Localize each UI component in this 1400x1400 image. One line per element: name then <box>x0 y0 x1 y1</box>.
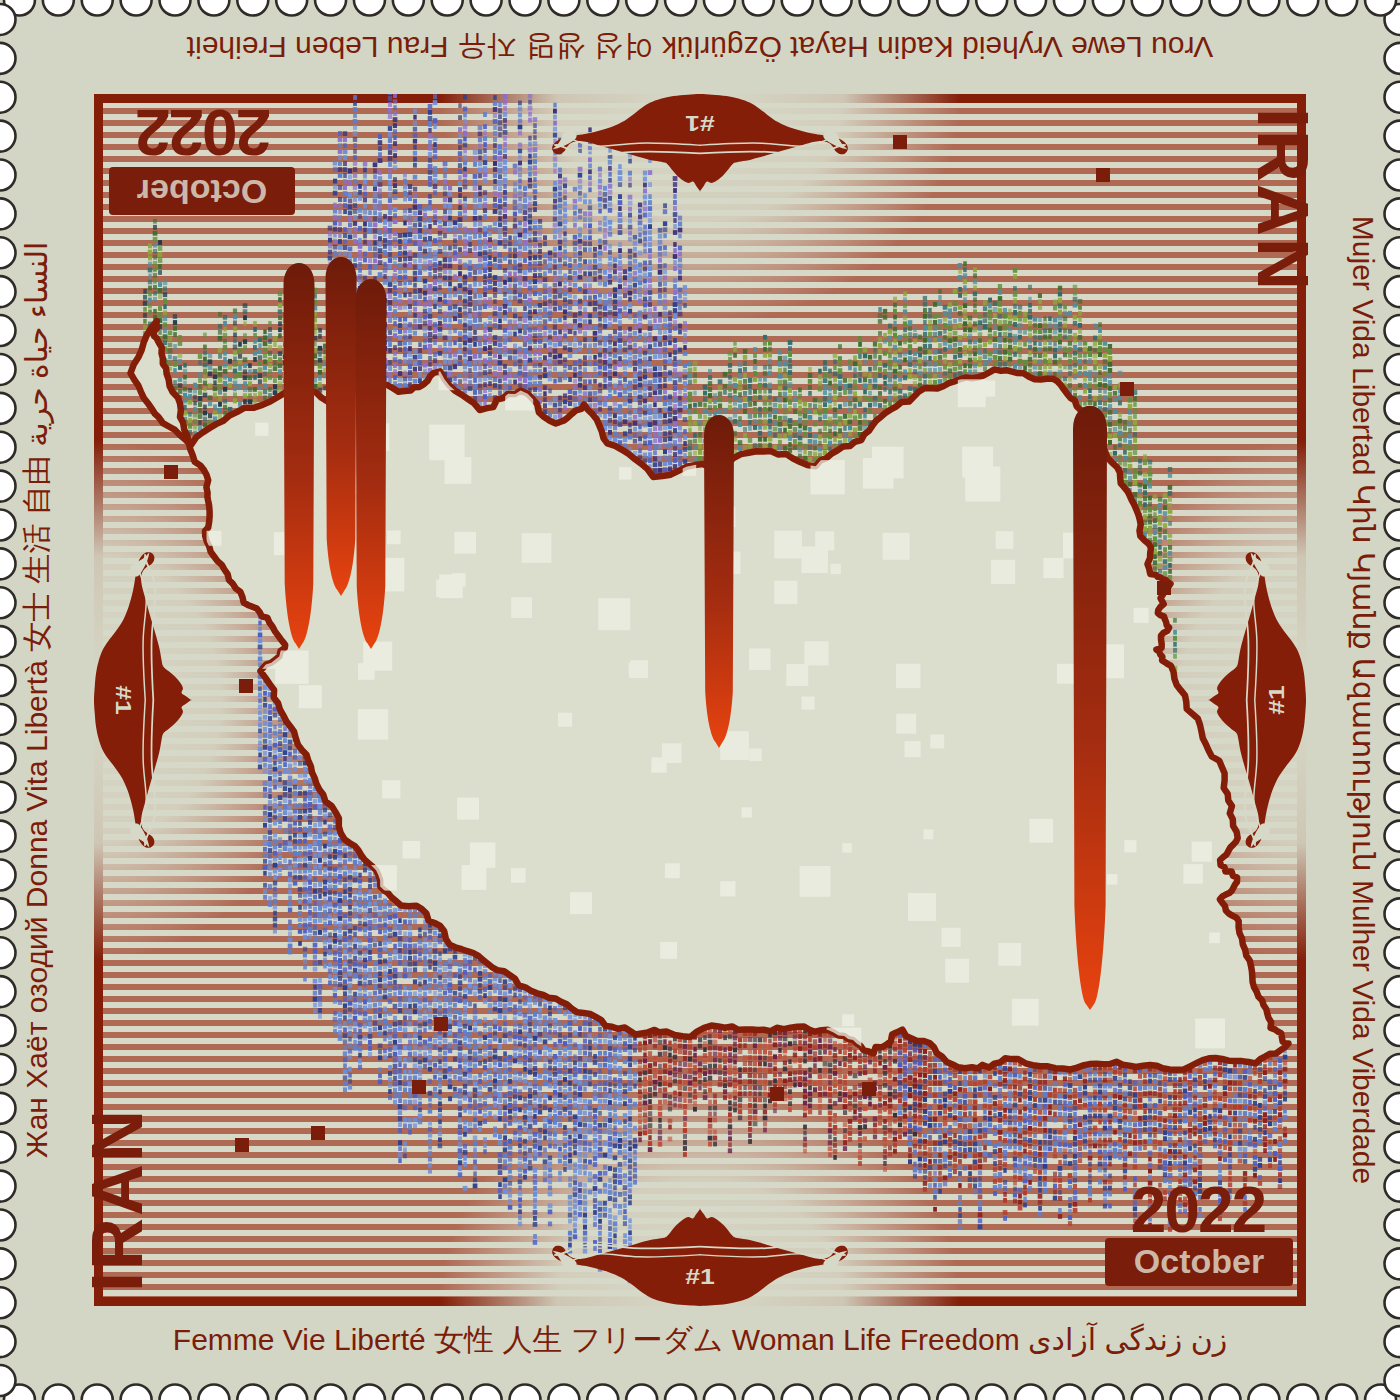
svg-text:Mujer Vida Libertad Կին Կյան: Mujer Vida Libertad Կին Կյանք Ազատությու… <box>1347 216 1380 1184</box>
svg-text:October: October <box>1134 1242 1264 1280</box>
svg-text:Vrou Lewe Vryheid Kadin Hayat: Vrou Lewe Vryheid Kadin Hayat Özgürlük 여… <box>186 31 1213 64</box>
svg-text:Femme Vie Liberté 女性 人生 フ: Femme Vie Liberté 女性 人生 フリーダム Woman Life… <box>173 1322 1227 1357</box>
svg-text:October: October <box>137 173 267 211</box>
svg-text:2022: 2022 <box>1131 1174 1266 1246</box>
svg-text:IRAN: IRAN <box>1243 108 1323 292</box>
svg-text:2022: 2022 <box>136 96 271 168</box>
svg-text:Жан Хаёт озодий Donna Vita L: Жан Хаёт озодий Donna Vita Libertà 女士 生活… <box>20 242 54 1159</box>
svg-text:IRAN: IRAN <box>77 1108 157 1292</box>
